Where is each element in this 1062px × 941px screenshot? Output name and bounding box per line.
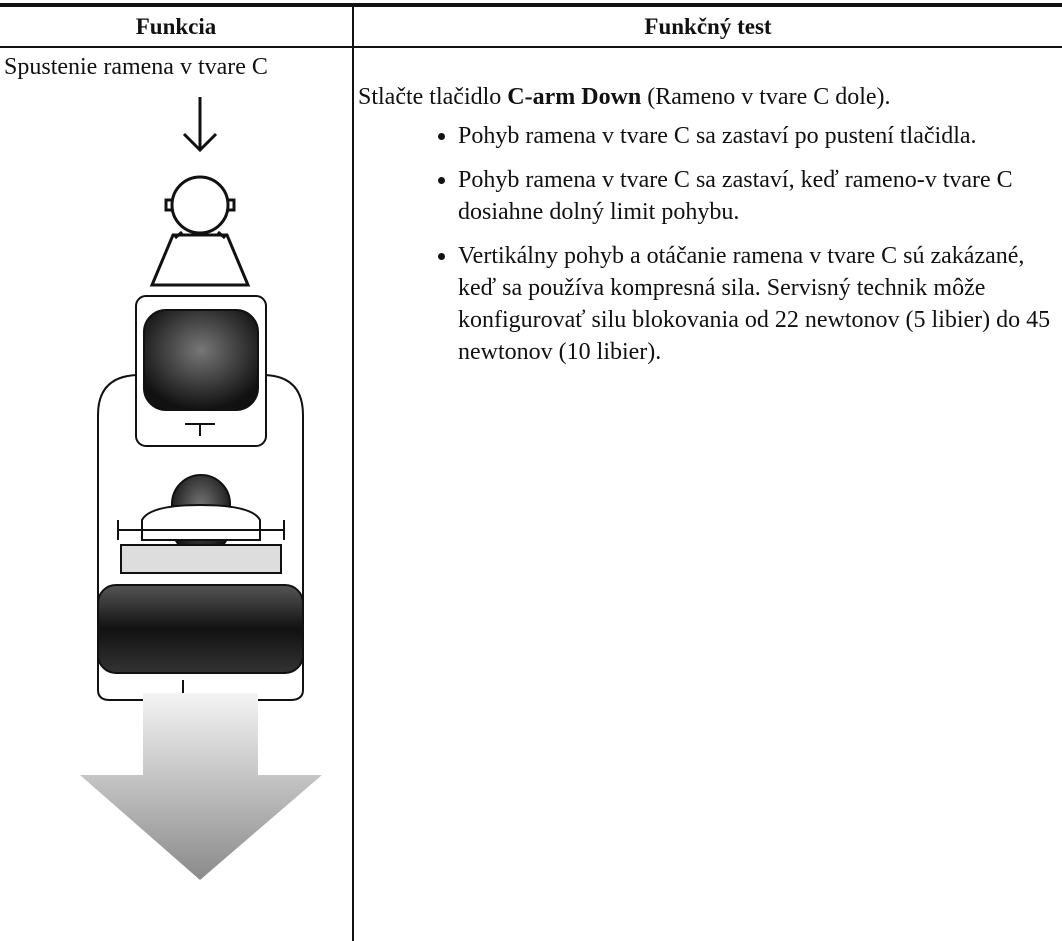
down-arrow	[80, 693, 322, 880]
intro: Stlačte tlačidlo C-arm Down (Rameno v tv…	[358, 81, 1058, 113]
rule	[0, 46, 1062, 48]
illustration	[80, 97, 322, 880]
button-name: C-arm Down	[507, 84, 642, 110]
text: Stlačte tlačidlo	[358, 84, 502, 110]
bullet-list: Pohyb ramena v tvare C sa zastaví po pus…	[358, 120, 1058, 368]
bullet: Pohyb ramena v tvare C sa zastaví, keď r…	[458, 164, 1058, 228]
column-divider	[352, 5, 354, 941]
bullet: Pohyb ramena v tvare C sa zastaví po pus…	[458, 120, 1058, 152]
header-cell: Funkčný test	[644, 14, 772, 39]
test-cell: Stlačte tlačidlo C-arm Down (Rameno v tv…	[358, 81, 1058, 380]
text: (Rameno v tvare C dole).	[647, 84, 891, 110]
rule	[0, 3, 1062, 7]
header-cell: Funkcia	[135, 14, 217, 39]
bullet: Vertikálny pohyb a otáčanie ramena v tva…	[458, 240, 1058, 368]
function-cell: Spustenie ramena v tvare C	[4, 54, 268, 80]
